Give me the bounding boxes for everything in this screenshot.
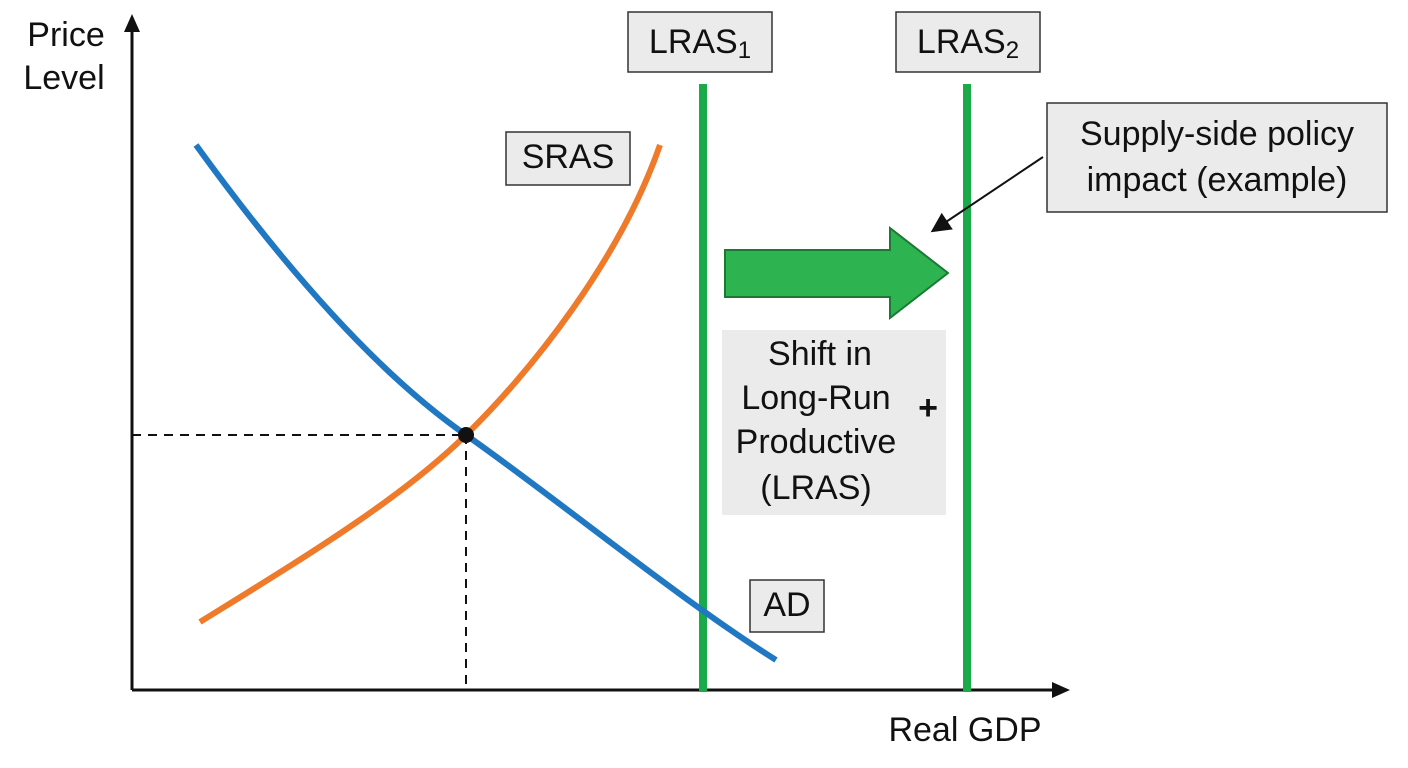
ad-label: AD bbox=[763, 586, 810, 624]
label-subscript: 2 bbox=[1006, 37, 1019, 64]
sras-label: SRAS bbox=[522, 138, 615, 176]
lras2-label: LRAS2 bbox=[917, 23, 1019, 64]
label-box bbox=[505, 131, 631, 186]
x-axis-label: Real GDP bbox=[888, 711, 1041, 749]
shift-text: (LRAS) bbox=[760, 469, 871, 507]
y-axis-label: Level bbox=[23, 59, 104, 97]
shift-arrow bbox=[724, 225, 950, 321]
lras1-label: LRAS1 bbox=[649, 23, 751, 64]
callout-text: Supply-side policy bbox=[1080, 115, 1354, 153]
callout-text: impact (example) bbox=[1087, 161, 1348, 199]
label-box bbox=[627, 11, 773, 73]
callout-box bbox=[1046, 102, 1388, 213]
y-axis-arrow bbox=[124, 14, 140, 32]
sras-curve bbox=[198, 144, 663, 625]
equilibrium-point bbox=[458, 427, 474, 443]
shift-text: Long-Run bbox=[741, 379, 890, 417]
x-axis-arrow bbox=[1052, 682, 1070, 698]
label-text: LRAS bbox=[649, 23, 738, 61]
shift-text: Shift in bbox=[768, 335, 872, 373]
ad-curve bbox=[193, 143, 778, 663]
label-box bbox=[749, 579, 825, 633]
plus-symbol: + bbox=[918, 389, 938, 427]
label-box bbox=[895, 11, 1041, 73]
callout-arrow bbox=[930, 156, 1044, 233]
shift-text: Productive bbox=[736, 423, 897, 461]
label-text: LRAS bbox=[917, 23, 1006, 61]
shift-box bbox=[722, 330, 946, 515]
label-subscript: 1 bbox=[738, 37, 751, 64]
y-axis-label: Price bbox=[27, 16, 104, 54]
